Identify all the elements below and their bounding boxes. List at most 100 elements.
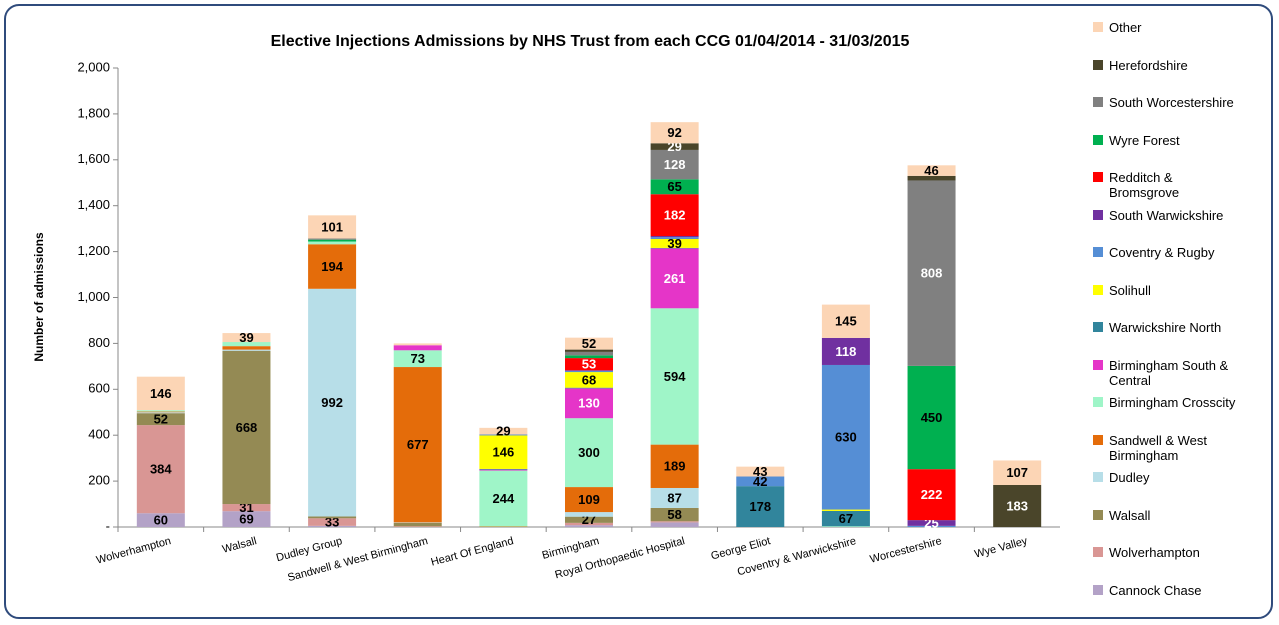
bar-segment [907,180,956,366]
legend-label: Solihull [1109,282,1151,298]
bar-segment [393,526,442,527]
data-label: 668 [236,420,258,435]
bar-segment [136,412,185,414]
bar-segment [479,468,528,470]
data-label: 109 [578,492,600,507]
data-label: 146 [493,445,515,460]
data-label: 182 [664,208,686,223]
bar-segment [650,237,699,239]
data-label: 53 [582,357,596,372]
bar-segment [736,476,785,487]
legend-item: Cannock Chase [1093,583,1241,598]
bar-segment [222,350,271,505]
bar-segment [393,345,442,351]
legend-item: Dudley [1093,470,1241,485]
data-label: 194 [321,259,343,274]
legend-swatch [1093,359,1103,370]
legend-label: Coventry & Rugby [1109,245,1215,260]
bar-segment [650,308,699,445]
y-tick-label: 1,200 [77,243,110,258]
data-label: 39 [239,330,253,345]
legend-swatch [1093,97,1103,107]
y-tick-label: 400 [88,427,110,442]
legend-swatch [1093,284,1103,295]
legend-swatch [1093,397,1103,407]
data-label: 46 [924,163,938,178]
data-label: 384 [150,462,172,477]
legend-swatch [1093,209,1103,220]
legend-label: Birmingham Crosscity [1109,395,1236,410]
bar-segment [565,522,613,526]
bar-segment [907,165,956,176]
bar-segment [136,411,185,413]
bar-segment [479,427,528,435]
data-label: 261 [664,271,686,286]
bar-segment [821,364,870,510]
legend-label: Redditch & Bromsgrove [1109,170,1180,200]
y-tick-label: 2,000 [77,59,110,74]
bar-segment [821,337,870,365]
data-label: 128 [664,157,686,172]
data-label: 450 [921,410,943,425]
legend-swatch [1093,134,1103,145]
bar-segment [650,179,699,195]
y-axis-title: Number of admissions [32,232,46,362]
legend-label: Birmingham South & Central [1109,357,1229,388]
bar-segment [136,513,185,527]
chart-border [4,4,1273,619]
y-tick-label: 1,800 [77,105,110,120]
legend-label: Other [1109,20,1142,35]
bar-segment [565,370,613,373]
bar-segment [650,149,699,180]
bar-segment [308,239,357,242]
bar-segment [736,466,785,477]
legend-item: Warwickshire North [1093,320,1241,335]
data-label: 52 [582,336,596,351]
bar-segment [565,358,613,371]
legend-item: Other [1093,20,1241,35]
legend-swatch [1093,509,1103,520]
legend-item: South Warwickshire [1093,208,1241,223]
legend-label: Wyre Forest [1109,132,1180,148]
data-label: 107 [1006,465,1028,480]
bar-segment [479,435,528,469]
bar-segment [222,342,271,347]
data-label: 992 [321,395,343,410]
legend-swatch [1093,434,1103,445]
data-label: 244 [493,491,515,506]
bar-segment [565,337,613,350]
data-label: 677 [407,437,429,452]
legend-item: Redditch & Bromsgrove [1093,170,1241,200]
y-tick-label: 1,000 [77,289,110,304]
data-label: 67 [839,511,853,526]
bar-segment [308,244,357,289]
bar-segment [650,122,699,144]
legend-swatch [1093,584,1103,595]
y-tick-label: 200 [88,473,110,488]
bar-segment [565,355,613,359]
legend-swatch [1093,247,1103,257]
legend-label: Dudley [1109,470,1150,485]
bar-segment [650,248,699,309]
legend-swatch [1093,22,1103,32]
bar-segment [736,486,785,527]
data-label: 58 [667,507,681,522]
data-label: 130 [578,396,600,411]
bar-segment [565,418,613,488]
bar-segment [479,470,528,527]
bar-segment [907,520,956,526]
legend-label: Cannock Chase [1109,582,1202,598]
bar-segment [565,370,613,371]
data-label: 178 [749,499,771,514]
data-label: 65 [667,179,681,194]
legend-swatch [1093,59,1103,70]
bar-segment [565,351,613,356]
bar-segment [821,304,870,338]
data-label: 300 [578,445,600,460]
data-label: 92 [667,125,681,140]
bar-segment [393,350,442,368]
legend-swatch [1093,172,1103,182]
data-label: 52 [154,412,168,427]
